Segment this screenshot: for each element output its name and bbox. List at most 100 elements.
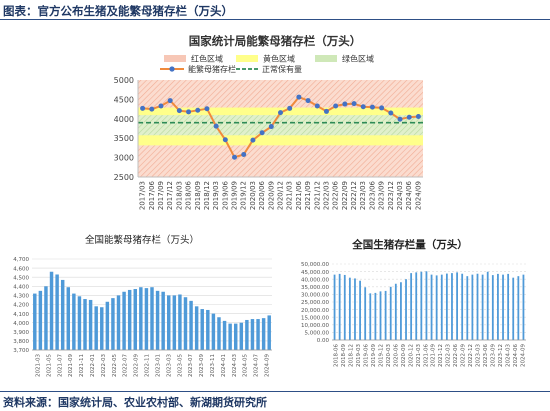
bar [369,293,372,340]
bar [267,315,271,350]
x-tick-label: 2017/06 [148,180,156,210]
x-tick-label: 2021-12 [438,344,444,367]
bar [161,291,165,350]
x-tick-label: 2017/09 [157,181,165,210]
y-tick-label: 4,000 [13,321,29,327]
bar [410,273,413,340]
x-tick-label: 2018/06 [185,180,193,210]
sow-data-point [176,108,182,114]
bar [150,287,154,350]
x-tick-label: 2019/09 [231,181,239,210]
bar [144,288,149,350]
main-chart-title: 国家统计局能繁母猪存栏（万头） [189,34,362,48]
x-tick-label: 2023/12 [387,181,395,210]
bar [139,287,143,350]
bar-chart-title: 全国能繁母猪存栏（万头） [85,234,199,246]
bar [60,279,65,350]
bar [66,287,71,350]
x-tick-label: 2023-01 [155,354,161,377]
sow-data-point [314,103,320,109]
sow-data-point [241,151,247,157]
header-rule [0,19,550,20]
x-tick-label: 2023/09 [378,181,386,210]
bar [194,306,199,350]
x-tick-label: 2022/12 [350,181,358,210]
x-tick-label: 2021-09 [68,354,74,377]
sow-data-point [305,98,311,104]
y-tick-label: 5,000.00 [305,331,330,337]
y-tick-label: 40,000.00 [301,277,329,283]
y-tick-label: 4,600 [13,266,29,272]
bar [217,317,221,350]
x-tick-label: 2024-09 [520,344,526,367]
bar [72,293,76,350]
sow-data-point [232,154,238,160]
sow-data-point [388,110,394,116]
x-tick-label: 2024/09 [414,181,422,210]
x-tick-label: 2022-09 [134,354,140,377]
x-tick-label: 2022-03 [446,344,452,367]
legend-label-normal: 正常保有量 [262,64,302,74]
sow-data-point [323,108,329,114]
bar [239,322,244,350]
bar [379,291,382,340]
bar [461,273,464,340]
legend-swatch-yellow [236,55,258,62]
x-tick-label: 2021-11 [79,354,85,377]
sow-data-point [140,105,146,111]
x-tick-label: 2021-06 [423,344,429,367]
x-tick-label: 2021-05 [46,354,52,377]
y-tick-label: 4500 [114,95,134,104]
y-tick-label: 4000 [114,115,134,124]
bar [364,287,367,340]
legend-label-sow: 能繁母猪存栏 [188,64,236,74]
x-tick-label: 2018/03 [175,181,183,210]
x-tick-label: 2022-09 [461,344,467,367]
bar [517,276,520,340]
bar [502,274,504,340]
x-tick-label: 2019/03 [212,181,220,210]
bar [394,283,397,340]
sow-data-point [250,137,256,143]
x-tick-label: 2022-01 [90,354,96,377]
y-tick-label: 4,200 [13,303,29,309]
x-tick-label: 2017/03 [139,181,147,210]
bar [83,299,87,350]
footer-rule [0,391,550,392]
bar [250,319,255,350]
x-tick-label: 2019-09 [371,344,377,367]
source-note: 资料来源：国家统计局、农业农村部、新湖期货研究所 [3,396,267,409]
x-tick-label: 2020/09 [267,181,275,210]
sow-data-point [158,103,164,109]
sow-data-point [397,116,403,122]
x-tick-label: 2024-06 [513,344,519,367]
x-tick-label: 2023/06 [368,180,376,210]
x-tick-label: 2019/06 [221,180,229,210]
y-tick-label: 3,800 [13,339,29,345]
bar [105,301,110,350]
x-tick-label: 2021-03 [35,354,41,377]
bar [420,271,423,340]
bar [456,272,458,340]
bar [384,290,387,340]
y-tick-label: 30,000.00 [301,293,329,299]
y-tick-label: 15,000.00 [301,315,329,321]
bar [415,272,418,340]
bar [430,274,433,340]
x-tick-label: 2022-12 [468,344,474,367]
bar [44,286,48,350]
x-tick-label: 2023-06 [483,344,489,367]
bar [491,275,494,340]
bar [88,299,93,350]
x-tick-label: 2019-06 [364,344,370,367]
bar [178,294,182,350]
x-tick-label: 2023-03 [476,344,482,367]
x-tick-label: 2022/03 [322,181,330,210]
bar [167,295,171,350]
x-tick-label: 2021/03 [286,181,294,210]
x-tick-label: 2022-07 [123,354,129,377]
bar [354,278,356,340]
sow-data-point [167,98,173,104]
